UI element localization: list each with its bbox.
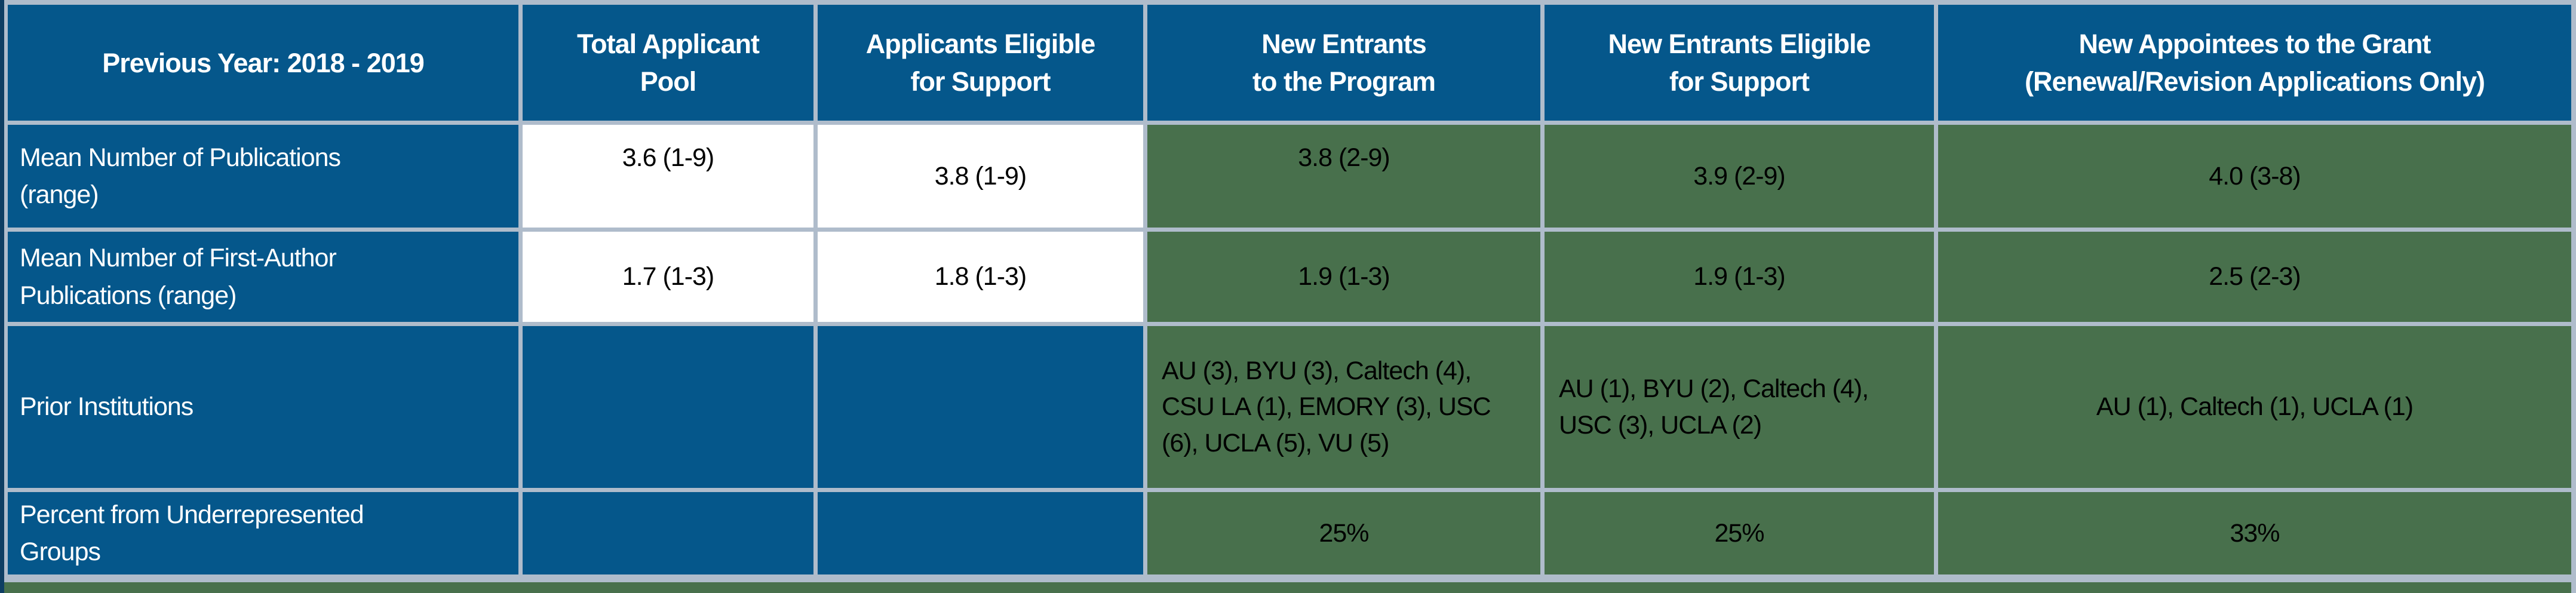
cell-first-author-total-pool: 1.7 (1-3): [523, 232, 813, 322]
cell-mean-pubs-total-pool: 3.6 (1-9): [523, 125, 813, 228]
cell-percent-new-appointees: 33%: [1938, 492, 2571, 574]
header-new-entrants-label: New Entrants to the Program: [1252, 29, 1436, 97]
cell-first-author-applicants-eligible: 1.8 (1-3): [818, 232, 1143, 322]
header-new-entrants-eligible: New Entrants Eligible for Support: [1545, 5, 1934, 121]
cell-value: 1.7 (1-3): [622, 262, 715, 291]
header-applicants-eligible-label: Applicants Eligible for Support: [865, 29, 1096, 97]
cell-value: 3.6 (1-9): [622, 143, 715, 172]
cell-first-author-new-appointees: 2.5 (2-3): [1938, 232, 2571, 322]
cell-percent-new-entrants: 25%: [1147, 492, 1540, 574]
cell-value: 1.8 (1-3): [934, 262, 1027, 291]
cell-prior-institutions-applicants-eligible-empty: [818, 326, 1143, 488]
cell-mean-pubs-new-appointees: 4.0 (3-8): [1938, 125, 2571, 228]
cell-value: 1.9 (1-3): [1298, 262, 1390, 291]
row-label-percent-underrepresented-text: Percent from Underrepresented Groups: [20, 500, 364, 566]
bottom-accent-bar: [4, 582, 2571, 593]
cell-percent-new-entrants-eligible: 25%: [1545, 492, 1934, 574]
cell-prior-institutions-new-entrants: AU (3), BYU (3), Caltech (4), CSU LA (1)…: [1147, 326, 1540, 488]
row-label-percent-underrepresented: Percent from Underrepresented Groups: [8, 492, 518, 574]
cell-value: 3.9 (2-9): [1693, 161, 1786, 191]
cell-value: AU (1), Caltech (1), UCLA (1): [2096, 392, 2414, 422]
row-label-mean-publications-text: Mean Number of Publications (range): [20, 143, 341, 209]
cell-value: AU (1), BYU (2), Caltech (4), USC (3), U…: [1559, 374, 1869, 440]
cell-mean-pubs-new-entrants-eligible: 3.9 (2-9): [1545, 125, 1934, 228]
row-label-first-author: Mean Number of First-Author Publications…: [8, 232, 518, 322]
cell-value: 25%: [1319, 518, 1369, 548]
cell-value: 33%: [2230, 518, 2280, 548]
cell-value: AU (3), BYU (3), Caltech (4), CSU LA (1)…: [1162, 357, 1491, 457]
cell-prior-institutions-new-appointees: AU (1), Caltech (1), UCLA (1): [1938, 326, 2571, 488]
cell-value: 3.8 (2-9): [1298, 143, 1390, 172]
cell-mean-pubs-new-entrants: 3.8 (2-9): [1147, 125, 1540, 228]
row-label-mean-publications: Mean Number of Publications (range): [8, 125, 518, 228]
applicant-summary-table: Previous Year: 2018 - 2019 Total Applica…: [8, 5, 2571, 574]
header-total-applicant-pool: Total Applicant Pool: [523, 5, 813, 121]
row-label-prior-institutions-text: Prior Institutions: [20, 392, 194, 422]
cell-value: 3.8 (1-9): [934, 161, 1027, 191]
cell-prior-institutions-total-pool-empty: [523, 326, 813, 488]
cell-first-author-new-entrants: 1.9 (1-3): [1147, 232, 1540, 322]
cell-first-author-new-entrants-eligible: 1.9 (1-3): [1545, 232, 1934, 322]
cell-prior-institutions-new-entrants-eligible: AU (1), BYU (2), Caltech (4), USC (3), U…: [1545, 326, 1934, 488]
cell-value: 2.5 (2-3): [2209, 262, 2301, 291]
header-new-appointees-label: New Appointees to the Grant (Renewal/Rev…: [2025, 29, 2485, 97]
left-edge-bar: [0, 0, 4, 593]
cell-value: 4.0 (3-8): [2209, 161, 2301, 191]
header-previous-year: Previous Year: 2018 - 2019: [8, 5, 518, 121]
header-applicants-eligible: Applicants Eligible for Support: [818, 5, 1143, 121]
header-total-applicant-pool-label: Total Applicant Pool: [577, 29, 760, 97]
header-new-entrants-eligible-label: New Entrants Eligible for Support: [1608, 29, 1871, 97]
cell-percent-applicants-eligible-empty: [818, 492, 1143, 574]
header-new-appointees: New Appointees to the Grant (Renewal/Rev…: [1938, 5, 2571, 121]
row-label-prior-institutions: Prior Institutions: [8, 326, 518, 488]
cell-value: 1.9 (1-3): [1693, 262, 1786, 291]
cell-percent-total-pool-empty: [523, 492, 813, 574]
header-new-entrants: New Entrants to the Program: [1147, 5, 1540, 121]
cell-value: 25%: [1714, 518, 1764, 548]
cell-mean-pubs-applicants-eligible: 3.8 (1-9): [818, 125, 1143, 228]
row-label-first-author-text: Mean Number of First-Author Publications…: [20, 244, 337, 310]
header-previous-year-label: Previous Year: 2018 - 2019: [102, 47, 425, 78]
